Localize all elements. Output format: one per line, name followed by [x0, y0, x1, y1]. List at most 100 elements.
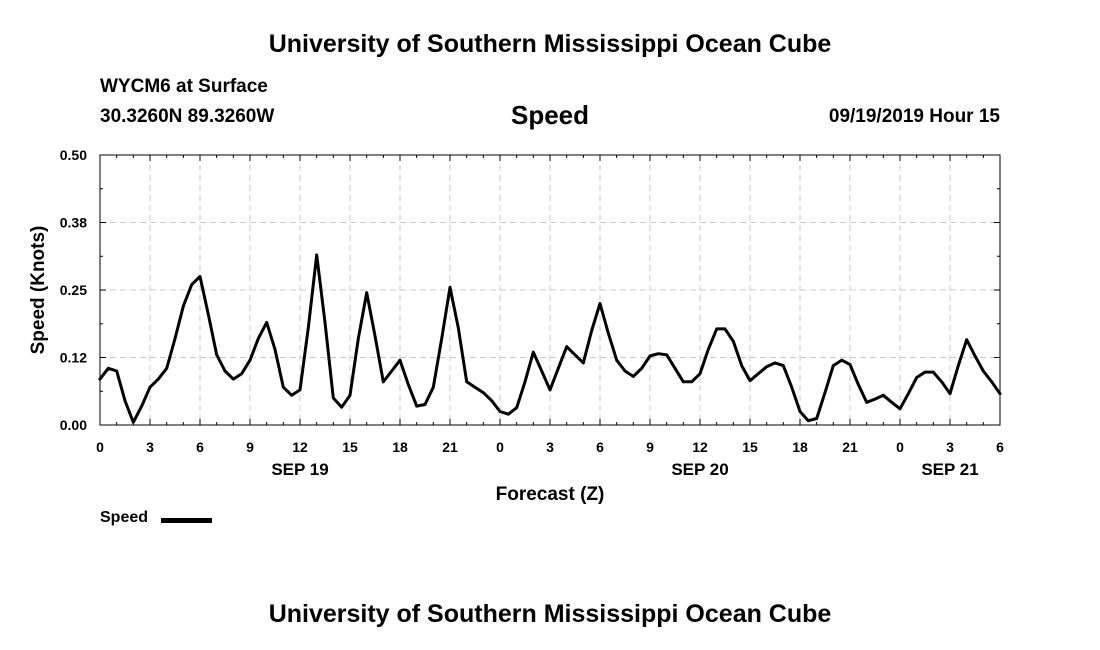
y-axis-title: Speed (Knots) — [28, 226, 49, 355]
data-point — [848, 363, 852, 366]
data-point — [673, 367, 677, 370]
data-point — [940, 380, 943, 384]
data-point — [915, 376, 918, 379]
data-point — [307, 326, 310, 330]
data-point — [823, 391, 827, 394]
x-tick-label: 0 — [496, 439, 504, 455]
data-point — [790, 385, 793, 389]
data-point — [390, 369, 393, 373]
data-point — [173, 337, 177, 340]
x-tick-label: 21 — [442, 439, 458, 455]
data-point — [765, 365, 768, 368]
y-tick-label: 0.50 — [60, 147, 87, 163]
data-point — [165, 367, 168, 370]
x-tick-label: 6 — [196, 439, 204, 455]
y-tick-label: 0.12 — [60, 350, 87, 366]
data-point — [148, 385, 152, 389]
data-point — [582, 361, 585, 365]
data-point — [923, 370, 927, 374]
data-point — [432, 385, 435, 389]
data-point — [982, 369, 985, 373]
y-tick-label: 0.38 — [60, 215, 87, 231]
axis-labels: 0 3 6 9 12 15 18 21 0 3 6 9 12 15 18 21 0 3 6 0.00 0.12 0.25 0… — [28, 147, 1004, 505]
data-point — [907, 392, 910, 395]
x-tick-label: 21 — [842, 439, 858, 455]
x-tick-label: 0 — [896, 439, 904, 455]
data-point — [223, 369, 227, 373]
data-point — [357, 337, 360, 340]
variable-title: Speed — [510, 100, 590, 130]
x-axis-title: Forecast (Z) — [496, 484, 605, 505]
data-point — [657, 352, 660, 356]
x-tick-label: 12 — [292, 439, 308, 455]
date-label: SEP 20 — [671, 460, 728, 479]
data-point — [157, 377, 160, 381]
data-point — [298, 388, 302, 392]
data-point — [782, 364, 785, 367]
data-point — [282, 385, 285, 389]
data-point — [248, 358, 252, 362]
chart-header-title: University of Southern Mississippi Ocean… — [268, 30, 832, 58]
data-point — [815, 417, 818, 420]
data-point — [715, 327, 718, 331]
data-point — [490, 399, 493, 403]
data-point — [890, 401, 893, 404]
y-tick-label: 0.25 — [60, 282, 87, 298]
data-point — [732, 340, 735, 343]
station-label: WYCM6 at Surface — [100, 76, 268, 97]
data-point — [273, 348, 277, 351]
data-point — [773, 361, 777, 365]
grid — [100, 155, 1000, 425]
data-point — [990, 380, 993, 384]
data-point — [423, 403, 427, 406]
forecast-datetime: 09/19/2019 Hour 15 — [828, 106, 1000, 127]
data-point — [482, 391, 485, 394]
series-layer — [98, 253, 1002, 424]
data-point — [182, 304, 185, 308]
data-point — [382, 380, 385, 384]
data-point — [798, 410, 802, 413]
data-point — [557, 367, 560, 370]
data-point — [132, 421, 135, 424]
data-point — [757, 372, 760, 376]
data-point — [640, 367, 643, 370]
data-point — [398, 358, 402, 362]
x-tick-label: 3 — [546, 439, 554, 455]
data-point — [215, 353, 218, 357]
coordinates-label: 30.3260N 89.3260W — [100, 106, 275, 127]
data-point — [632, 375, 635, 378]
data-point — [98, 377, 102, 381]
data-point — [948, 392, 952, 395]
data-point — [740, 364, 743, 367]
data-point — [598, 302, 602, 305]
data-point — [440, 337, 443, 340]
data-point — [115, 369, 118, 373]
data-point — [882, 394, 885, 397]
data-point — [723, 327, 727, 331]
data-point — [965, 338, 968, 341]
data-point — [873, 397, 877, 401]
data-point — [365, 291, 368, 295]
x-tick-label: 6 — [996, 439, 1004, 455]
legend-label: Speed — [100, 509, 149, 526]
data-point — [240, 372, 243, 376]
data-point — [832, 364, 835, 367]
x-tick-label: 18 — [792, 439, 808, 455]
x-tick-label: 6 — [596, 439, 604, 455]
data-point — [265, 321, 268, 324]
data-point — [532, 350, 535, 354]
data-point — [590, 329, 593, 332]
date-label: SEP 19 — [271, 460, 328, 479]
data-point — [707, 348, 710, 351]
data-point — [682, 380, 685, 384]
data-point — [507, 412, 510, 416]
data-point — [998, 392, 1002, 395]
x-tick-label: 15 — [342, 439, 358, 455]
data-point — [698, 372, 702, 376]
date-label: SEP 21 — [921, 460, 978, 479]
data-point — [623, 369, 627, 373]
data-point — [123, 399, 127, 403]
data-point — [465, 380, 468, 384]
data-point — [473, 385, 477, 389]
